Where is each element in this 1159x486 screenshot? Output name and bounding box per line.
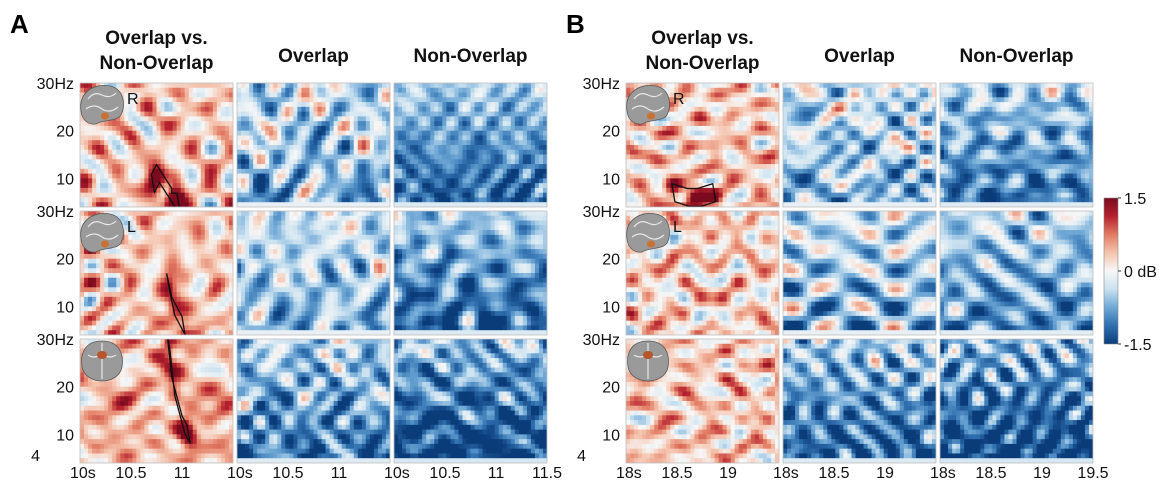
panel-letter: B: [566, 9, 585, 39]
x-tick-label: 10s: [227, 465, 253, 482]
x-tick-label: 19.5: [1077, 465, 1108, 482]
brain-icon: [80, 212, 124, 253]
column-title: Overlap vs. Non-Overlap: [645, 28, 759, 74]
significant-cluster-contour: [167, 339, 191, 444]
y-tick-label: 10: [602, 299, 620, 316]
hemisphere-label: R: [673, 91, 685, 108]
heatmap-B-0-1: [782, 82, 937, 208]
x-tick-label: 19: [719, 465, 737, 482]
y-tick-label: 30Hz: [583, 204, 620, 221]
y-tick-label: 30Hz: [37, 332, 74, 349]
x-tick-label: 10s: [384, 465, 410, 482]
heatmap-B-1-0: [625, 210, 780, 336]
x-tick-label: 18s: [616, 465, 642, 482]
x-tick-label: 19: [1033, 465, 1051, 482]
significant-cluster-contour: [166, 273, 186, 335]
heatmap-A-1-2: [393, 210, 548, 336]
y-tick-label: 20: [56, 380, 74, 397]
x-tick-label: 18s: [773, 465, 799, 482]
x-tick-label: 10s: [70, 465, 96, 482]
y-tick-label: 30Hz: [583, 332, 620, 349]
heatmap-B-1-1: [782, 210, 937, 336]
colorbar-tick-label: 1.5: [1124, 191, 1146, 208]
heatmap-A-2-1: [236, 338, 391, 464]
y-tick-label: 10: [602, 171, 620, 188]
x-tick-label: 11: [488, 465, 505, 482]
heatmap-A-0-1: [236, 82, 391, 208]
x-tick-label: 19: [876, 465, 894, 482]
heatmap-B-0-0: [625, 82, 780, 208]
x-tick-label: 18.5: [975, 465, 1006, 482]
heatmap-A-0-0: [79, 82, 234, 208]
brain-icon: [627, 340, 669, 382]
y-tick-label: 10: [56, 299, 74, 316]
colorbar-tick-label: 0 dB: [1124, 264, 1157, 281]
y-tick-label: 30Hz: [37, 204, 74, 221]
column-title: Overlap vs. Non-Overlap: [99, 28, 213, 74]
column-title: Overlap: [824, 46, 895, 67]
hemisphere-label: L: [127, 219, 136, 236]
column-title: Non-Overlap: [959, 46, 1073, 67]
y-tick-label: 20: [602, 124, 620, 141]
x-tick-label: 18s: [930, 465, 956, 482]
y-tick-label: 20: [602, 252, 620, 269]
heatmap-B-2-1: [782, 338, 937, 464]
hemisphere-label: L: [673, 219, 682, 236]
heatmap-B-1-2: [939, 210, 1094, 336]
panel-letter: A: [10, 9, 29, 39]
y-tick-label: 20: [602, 380, 620, 397]
y-tick-label-bottom: 4: [577, 448, 586, 465]
colorbar-tick-label: -1.5: [1124, 337, 1152, 354]
y-tick-label-bottom: 4: [31, 448, 40, 465]
x-tick-label: 10.5: [115, 465, 146, 482]
significant-cluster-contour: [671, 182, 717, 207]
x-tick-label: 11: [174, 465, 191, 482]
heatmap-A-0-2: [393, 82, 548, 208]
y-tick-label: 10: [56, 171, 74, 188]
x-tick-label: 11.5: [532, 465, 562, 482]
y-tick-label: 10: [602, 427, 620, 444]
y-tick-label: 30Hz: [37, 76, 74, 93]
heatmap-B-0-2: [939, 82, 1094, 208]
x-tick-label: 10.5: [272, 465, 303, 482]
x-tick-label: 10.5: [429, 465, 460, 482]
y-tick-label: 30Hz: [583, 76, 620, 93]
column-title: Overlap: [278, 46, 349, 67]
heatmap-B-2-2: [939, 338, 1094, 464]
significant-cluster-contour: [150, 163, 180, 207]
x-tick-label: 18.5: [818, 465, 849, 482]
y-tick-label: 20: [56, 124, 74, 141]
y-tick-label: 20: [56, 252, 74, 269]
heatmap-A-2-2: [393, 338, 548, 464]
x-tick-label: 18.5: [661, 465, 692, 482]
brain-icon: [81, 340, 123, 382]
brain-icon: [80, 84, 124, 125]
brain-icon: [626, 84, 670, 125]
brain-icon: [626, 212, 670, 253]
hemisphere-label: R: [127, 91, 139, 108]
colorbar: [1103, 197, 1119, 345]
y-tick-label: 10: [56, 427, 74, 444]
x-tick-label: 11: [331, 465, 348, 482]
column-title: Non-Overlap: [413, 46, 527, 67]
heatmap-A-1-1: [236, 210, 391, 336]
